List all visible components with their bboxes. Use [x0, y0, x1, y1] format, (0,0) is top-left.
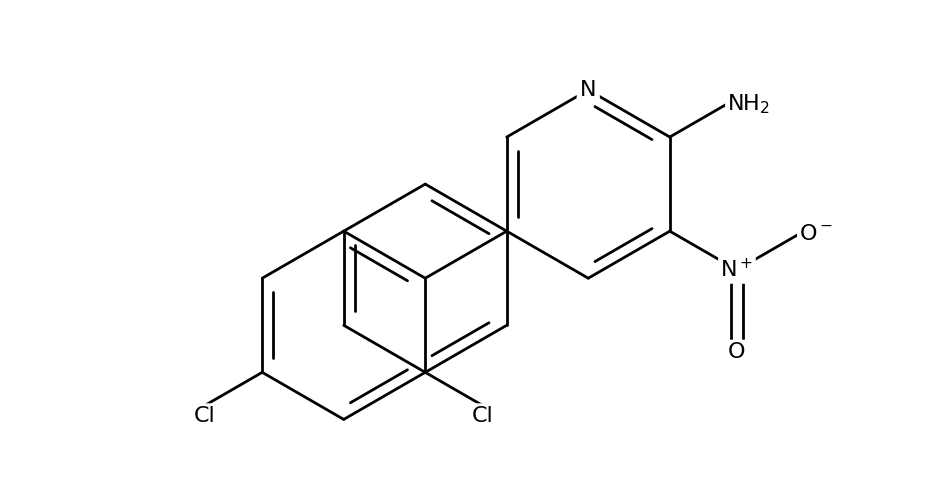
Text: Cl: Cl: [194, 406, 215, 425]
Text: N: N: [580, 80, 597, 100]
Text: O$^-$: O$^-$: [800, 224, 834, 244]
Text: NH$_2$: NH$_2$: [727, 92, 770, 116]
Text: Cl: Cl: [472, 406, 494, 425]
Text: O: O: [728, 342, 746, 362]
Text: N$^+$: N$^+$: [720, 258, 753, 282]
